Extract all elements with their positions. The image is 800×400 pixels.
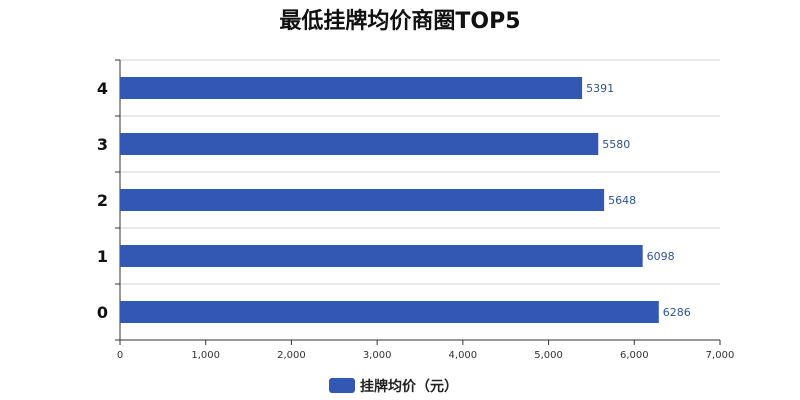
bar [120,245,643,267]
data-label: 6286 [663,306,691,319]
bar [120,133,599,155]
x-tick-label: 2,000 [277,350,306,361]
axes: 0 1,000 2,000 3,000 4,000 5,000 6,000 7,000 [115,59,735,361]
x-tick-label: 3,000 [363,350,392,361]
category-label: 0 [97,303,108,322]
category-label: 1 [97,247,108,266]
bar [120,77,583,99]
bars [120,77,659,323]
labels: 0 6286 1 6098 2 5648 3 5580 4 5391 [97,79,691,322]
legend[interactable]: 挂牌均价（元） [329,378,458,395]
x-tick-label: 0 [117,350,123,361]
data-label: 5391 [586,82,614,95]
category-label: 2 [97,191,108,210]
bar [120,301,659,323]
x-tick-label: 5,000 [534,350,563,361]
x-tick-label: 4,000 [449,350,478,361]
chart-title: 最低挂牌均价商圈TOP5 [279,8,520,34]
legend-label: 挂牌均价（元） [360,378,458,395]
data-label: 6098 [647,250,675,263]
data-label: 5648 [608,194,636,207]
category-label: 4 [97,79,108,98]
data-label: 5580 [602,138,630,151]
x-tick-label: 1,000 [191,350,220,361]
category-label: 3 [97,135,108,154]
legend-swatch [329,378,355,393]
x-tick-label: 7,000 [706,350,735,361]
x-tick-label: 6,000 [620,350,649,361]
bar [120,189,605,211]
